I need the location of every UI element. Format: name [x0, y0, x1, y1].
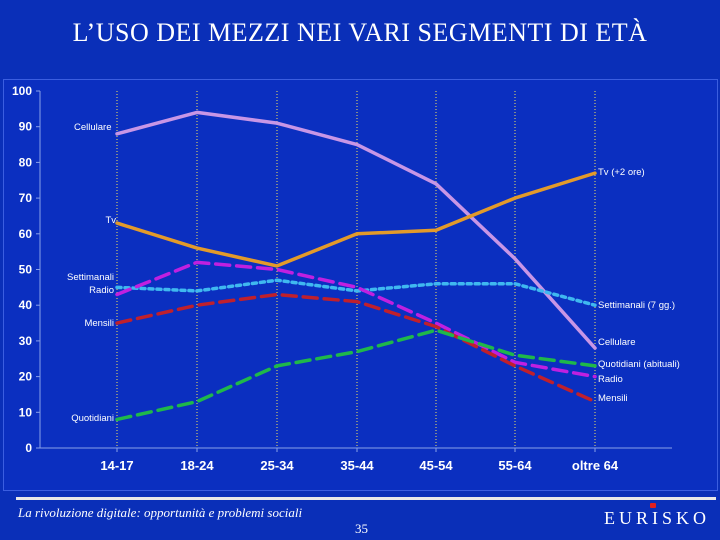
series-label-left: Cellulare: [74, 122, 112, 133]
x-tick-label: oltre 64: [572, 458, 619, 473]
y-tick-label: 70: [19, 191, 33, 205]
series-line-settimanali-7-gg: [115, 278, 597, 307]
series-label-left: Settimanali: [67, 272, 114, 283]
chart-panel: 0 10 20 30 40 50 60 70 80 90 100 14-17 18-24 25-34 35-…: [3, 79, 718, 491]
footer-caption: La rivoluzione digitale: opportunità e p…: [18, 505, 303, 520]
page-number: 35: [355, 521, 368, 536]
series-label-right: Settimanali (7 gg.): [598, 300, 675, 311]
y-tick-label: 50: [19, 263, 33, 277]
y-tick-label: 60: [19, 227, 33, 241]
series-label-left: Quotidiani: [71, 413, 114, 424]
x-tick-label: 18-24: [180, 458, 214, 473]
brand-logo: EURISKO: [604, 508, 711, 528]
series-label-left: Radio: [89, 285, 114, 296]
series-line-radio: [115, 260, 597, 379]
series-line-tv-2-ore: [115, 171, 597, 268]
line-chart: 0 10 20 30 40 50 60 70 80 90 100 14-17 18-24 25-34 35-…: [12, 84, 680, 473]
series-label-right: Mensili: [598, 393, 628, 404]
y-tick-label: 10: [19, 405, 33, 419]
series-line-cellulare: [115, 110, 597, 350]
y-tick-label: 0: [25, 441, 32, 455]
series-label-right: Radio: [598, 374, 623, 385]
series-label-right: Quotidiani (abituali): [598, 359, 680, 370]
x-tick-label: 45-54: [419, 458, 453, 473]
series-label-right: Tv (+2 ore): [598, 167, 645, 178]
series-label-left: Tv: [105, 215, 116, 226]
y-tick-label: 80: [19, 155, 33, 169]
x-tick-label: 35-44: [340, 458, 374, 473]
y-tick-label: 30: [19, 334, 33, 348]
y-tick-label: 90: [19, 120, 33, 134]
footer-divider: [16, 497, 716, 500]
x-tick-label: 25-34: [260, 458, 294, 473]
series-line-mensili: [115, 292, 597, 404]
y-tick-label: 20: [19, 370, 33, 384]
series-label-right: Cellulare: [598, 337, 636, 348]
x-tick-label: 55-64: [498, 458, 532, 473]
y-tick-label: 100: [12, 84, 32, 98]
slide-title: L’USO DEI MEZZI NEI VARI SEGMENTI DI ETÀ: [72, 18, 648, 47]
series-label-left: Mensili: [84, 318, 114, 329]
series-line-quotidiani-abituali: [115, 328, 597, 422]
brand-logo-accent: [650, 503, 656, 508]
y-tick-label: 40: [19, 298, 33, 312]
x-tick-label: 14-17: [100, 458, 133, 473]
